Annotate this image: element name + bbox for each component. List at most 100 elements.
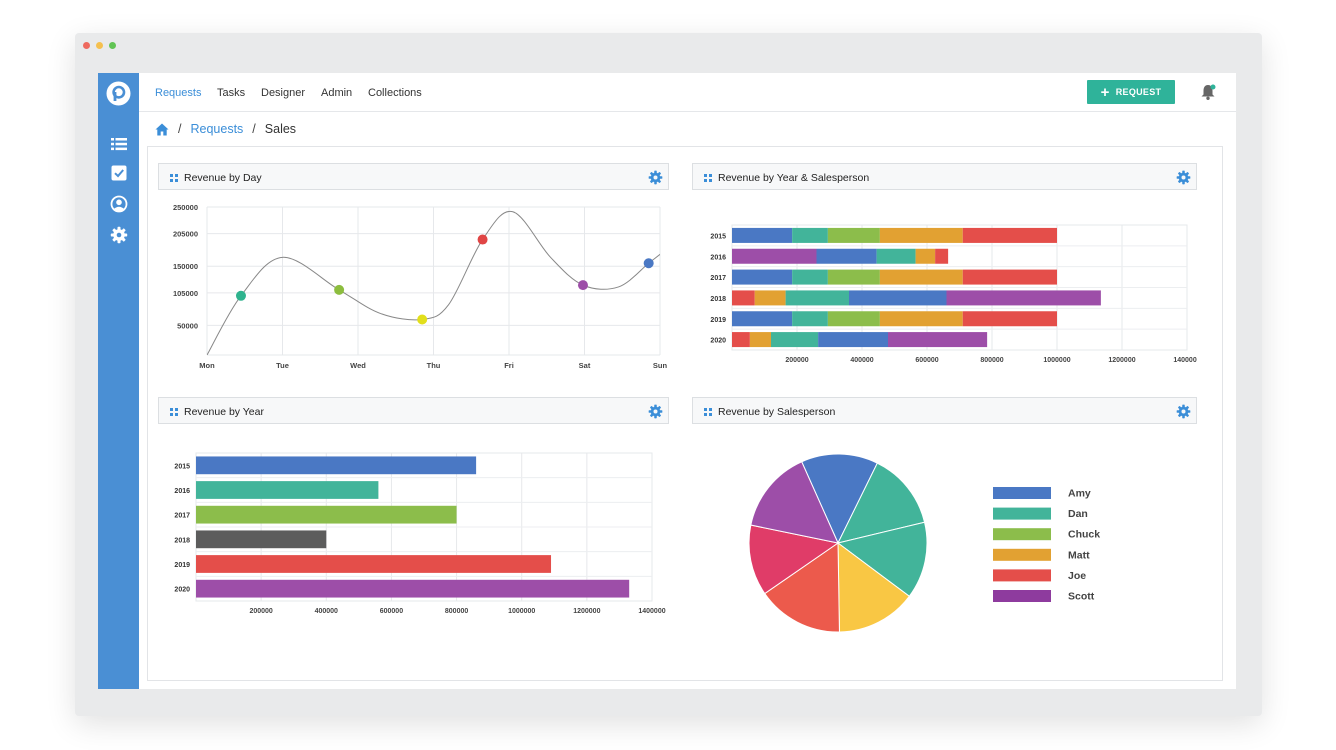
nav-admin[interactable]: Admin xyxy=(321,87,353,99)
drag-handle-icon[interactable] xyxy=(704,174,712,182)
card-settings-gear-icon[interactable] xyxy=(648,170,663,185)
settings-gear-icon[interactable] xyxy=(110,226,128,244)
legend-label: Chuck xyxy=(1068,529,1100,541)
card-settings-gear-icon[interactable] xyxy=(648,404,663,419)
y-tick-label: 2017 xyxy=(174,513,190,520)
bar-segment xyxy=(879,311,963,327)
pie-slice xyxy=(764,542,840,633)
y-tick-label: 150000 xyxy=(173,262,198,271)
card-header: Revenue by Salesperson xyxy=(692,397,1197,424)
revenue-by-year-card: Revenue by Year 200000 400000 600000 800000… xyxy=(158,397,669,627)
drag-handle-icon[interactable] xyxy=(170,408,178,416)
list-icon[interactable] xyxy=(110,135,128,153)
processmaker-logo-icon[interactable] xyxy=(106,81,131,106)
bar-segment xyxy=(749,332,771,348)
bar-segment xyxy=(879,269,963,285)
revenue-by-day-line-chart: 250000 205000 150000 105000 50000 Mon Tue Wed Th… xyxy=(173,203,668,370)
x-tick-label: 1000000 xyxy=(1043,357,1070,364)
bar-segment xyxy=(827,227,880,243)
nav-designer[interactable]: Designer xyxy=(261,87,306,99)
x-tick-label: 200000 xyxy=(785,357,808,364)
x-tick-label: 200000 xyxy=(249,608,272,615)
checkbox-icon[interactable] xyxy=(110,164,128,182)
bar-segment xyxy=(849,290,947,306)
user-circle-icon[interactable] xyxy=(110,195,128,213)
window-maximize-dot[interactable] xyxy=(109,42,116,49)
window-close-dot[interactable] xyxy=(83,42,90,49)
app: Requests Tasks Designer Admin Collection… xyxy=(98,73,1236,689)
bar-segment xyxy=(827,311,880,327)
legend-swatch xyxy=(993,569,1051,582)
data-point xyxy=(417,314,428,325)
y-tick-label: 50000 xyxy=(177,321,198,330)
home-icon[interactable] xyxy=(155,123,169,136)
revenue-by-year-bar-chart: 200000 400000 600000 800000 1000000 1200000 14… xyxy=(174,452,666,615)
bar-segment xyxy=(732,248,817,264)
pie-slice xyxy=(836,521,928,597)
drag-handle-icon[interactable] xyxy=(170,174,178,182)
revenue-by-day-card: Revenue by Day 250000 205000 150000 105000 5… xyxy=(158,163,669,378)
window-minimize-dot[interactable] xyxy=(96,42,103,49)
bar-segment xyxy=(962,227,1057,243)
card-title: Revenue by Salesperson xyxy=(718,406,836,418)
y-tick-label: 2018 xyxy=(174,537,190,544)
x-tick-label: 1200000 xyxy=(1108,357,1135,364)
card-settings-gear-icon[interactable] xyxy=(1176,404,1191,419)
bar xyxy=(196,555,552,573)
card-settings-gear-icon[interactable] xyxy=(1176,170,1191,185)
y-tick-label: 205000 xyxy=(173,230,198,239)
bar-segment xyxy=(888,332,988,348)
legend-swatch xyxy=(993,590,1051,602)
bar xyxy=(196,456,477,475)
y-tick-label: 2019 xyxy=(710,317,726,324)
sidebar xyxy=(98,73,139,689)
bar xyxy=(196,530,327,549)
legend-swatch xyxy=(993,507,1051,520)
x-tick-label: 400000 xyxy=(315,608,338,615)
bar-segment xyxy=(876,248,916,264)
legend-label: Matt xyxy=(1068,549,1090,561)
x-tick-label: Sun xyxy=(653,361,668,370)
plus-icon: + xyxy=(1100,83,1110,101)
new-request-button[interactable]: + REQUEST xyxy=(1087,80,1175,104)
x-tick-label: 800000 xyxy=(980,357,1003,364)
card-title: Revenue by Year & Salesperson xyxy=(718,172,870,184)
x-tick-label: 1400000 xyxy=(1173,357,1197,364)
bar xyxy=(196,579,630,598)
bar-segment xyxy=(771,332,819,348)
drag-handle-icon[interactable] xyxy=(704,408,712,416)
legend-label: Dan xyxy=(1068,508,1088,520)
y-tick-label: 105000 xyxy=(173,289,198,298)
notifications-bell-icon[interactable] xyxy=(1199,83,1217,101)
app-window: Requests Tasks Designer Admin Collection… xyxy=(75,33,1262,716)
bar-segment xyxy=(732,332,750,348)
bar-segment xyxy=(792,311,828,327)
y-tick-label: 250000 xyxy=(173,203,198,212)
nav-requests[interactable]: Requests xyxy=(155,87,202,99)
x-tick-label: 800000 xyxy=(445,608,468,615)
card-header: Revenue by Year xyxy=(158,397,669,424)
legend-label: Joe xyxy=(1068,570,1086,582)
breadcrumb-separator: / xyxy=(178,122,182,136)
breadcrumb-separator: / xyxy=(252,122,256,136)
y-tick-label: 2020 xyxy=(174,587,190,594)
x-tick-label: 1400000 xyxy=(638,608,665,615)
y-tick-label: 2019 xyxy=(174,562,190,569)
new-request-label: REQUEST xyxy=(1115,87,1162,97)
y-tick-label: 2020 xyxy=(710,338,726,345)
nav-tasks[interactable]: Tasks xyxy=(217,87,246,99)
y-tick-label: 2017 xyxy=(710,275,726,282)
pie-slice xyxy=(750,461,839,544)
y-tick-label: 2016 xyxy=(710,254,726,261)
nav-collections[interactable]: Collections xyxy=(368,87,422,99)
revenue-by-year-salesperson-stacked-bar-chart: 200000 400000 600000 800000 1000000 1200000 14… xyxy=(710,224,1197,364)
y-tick-label: 2015 xyxy=(710,233,726,240)
pie-slice xyxy=(837,462,926,544)
bar-segment xyxy=(879,227,963,243)
legend-swatch xyxy=(993,528,1051,541)
legend-label: Amy xyxy=(1068,488,1091,500)
breadcrumb-requests-link[interactable]: Requests xyxy=(190,122,244,136)
y-tick-label: 2018 xyxy=(710,296,726,303)
x-tick-label: Thu xyxy=(427,361,441,370)
bar-segment xyxy=(732,290,755,306)
